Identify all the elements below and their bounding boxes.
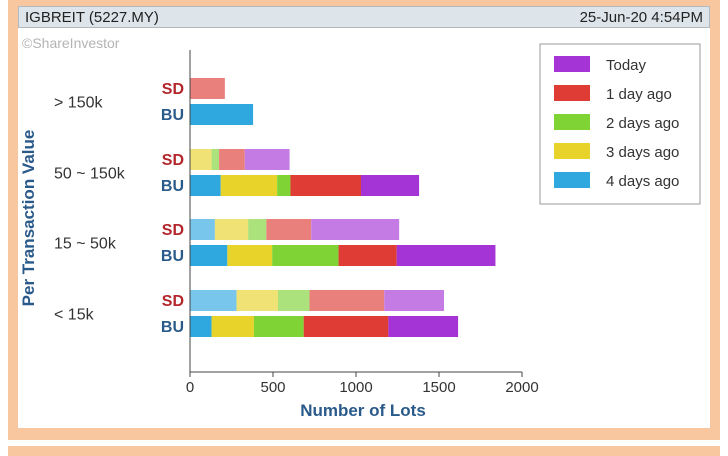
x-tick-label: 1500	[422, 379, 455, 396]
legend-label: 1 day ago	[606, 86, 672, 103]
legend-swatch	[554, 172, 590, 188]
bar-bu-today	[360, 175, 420, 196]
row-label-bu: BU	[161, 319, 184, 336]
bar-sd-1-day-ago	[266, 219, 312, 240]
group-label: > 150k	[54, 95, 103, 112]
chart-timestamp: 25-Jun-20 4:54PM	[579, 9, 703, 26]
bar-bu-1-day-ago	[303, 316, 389, 337]
chart-header: IGBREIT (5227.MY) 25-Jun-20 4:54PM	[18, 6, 710, 28]
x-tick-label: 1000	[339, 379, 372, 396]
row-label-bu: BU	[161, 248, 184, 265]
stacked-bar-chart: ©ShareInvestor 0 500 1000 1500 2000 Number of …	[19, 35, 701, 420]
bar-bu-4-days-ago	[190, 245, 228, 266]
chart-panel: ©ShareInvestor 0 500 1000 1500 2000 Number of …	[18, 28, 710, 428]
bar-sd-2-days-ago	[248, 219, 267, 240]
legend-label: 3 days ago	[606, 144, 679, 161]
group-label: < 15k	[54, 307, 95, 324]
row-label-sd: SD	[162, 222, 184, 239]
bar-sd-4-days-ago	[190, 290, 237, 311]
bar-bu-4-days-ago	[190, 104, 254, 125]
legend-label: 2 days ago	[606, 115, 679, 132]
bottom-strip	[8, 446, 720, 456]
row-label-sd: SD	[162, 81, 184, 98]
row-label-sd: SD	[162, 152, 184, 169]
group-label: 15 ~ 50k	[54, 236, 117, 253]
bar-sd-today	[244, 149, 290, 170]
bar-sd-1-day-ago	[190, 78, 225, 99]
bar-bu-1-day-ago	[290, 175, 361, 196]
legend-label: Today	[606, 57, 647, 74]
bar-sd-today	[311, 219, 400, 240]
row-label-sd: SD	[162, 293, 184, 310]
bar-bu-2-days-ago	[272, 245, 339, 266]
bar-sd-today	[384, 290, 444, 311]
bar-bu-4-days-ago	[190, 316, 212, 337]
legend-swatch	[554, 85, 590, 101]
bar-sd-4-days-ago	[190, 219, 215, 240]
bar-sd-2-days-ago	[277, 290, 310, 311]
bar-sd-3-days-ago	[190, 149, 212, 170]
bar-bu-3-days-ago	[220, 175, 278, 196]
bar-bu-today	[396, 245, 496, 266]
row-label-bu: BU	[161, 178, 184, 195]
bar-bu-3-days-ago	[227, 245, 273, 266]
bar-bu-3-days-ago	[211, 316, 254, 337]
bar-bu-2-days-ago	[277, 175, 291, 196]
legend-label: 4 days ago	[606, 173, 679, 190]
y-axis-label: Per Transaction Value	[19, 130, 38, 307]
bar-bu-1-day-ago	[338, 245, 397, 266]
legend-swatch	[554, 143, 590, 159]
legend-swatch	[554, 114, 590, 130]
bar-sd-3-days-ago	[236, 290, 278, 311]
legend-swatch	[554, 56, 590, 72]
bar-bu-today	[388, 316, 459, 337]
x-tick-label: 0	[186, 379, 194, 396]
x-tick-label: 500	[260, 379, 285, 396]
row-label-bu: BU	[161, 107, 184, 124]
watermark-text: ©ShareInvestor	[22, 35, 120, 51]
group-label: 50 ~ 150k	[54, 166, 126, 183]
x-tick-label: 2000	[505, 379, 538, 396]
bar-sd-1-day-ago	[219, 149, 245, 170]
chart-title: IGBREIT (5227.MY)	[25, 9, 159, 26]
bar-sd-3-days-ago	[214, 219, 249, 240]
x-axis-label: Number of Lots	[300, 401, 426, 420]
bar-bu-2-days-ago	[253, 316, 304, 337]
bar-bu-4-days-ago	[190, 175, 221, 196]
bar-sd-1-day-ago	[309, 290, 385, 311]
bar-sd-2-days-ago	[211, 149, 220, 170]
